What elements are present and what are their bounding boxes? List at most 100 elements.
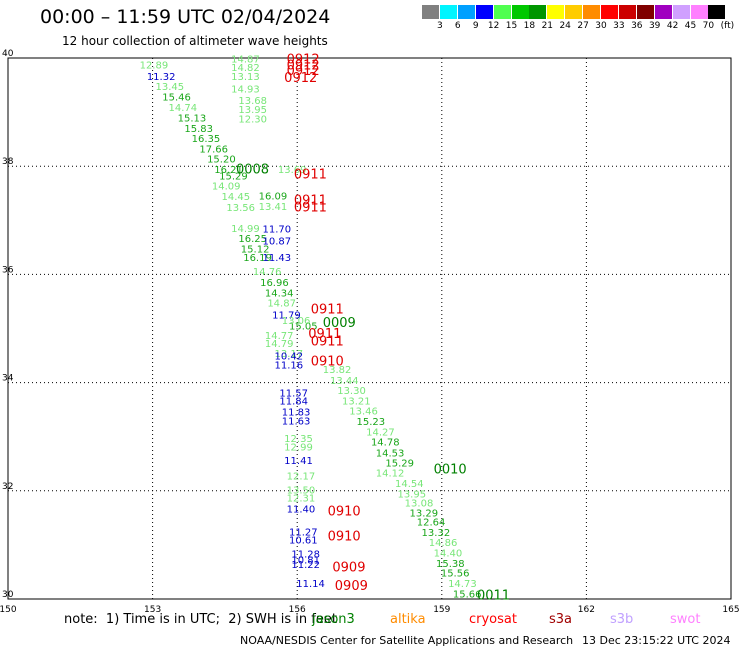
wave-height-reading: 12.64 bbox=[417, 518, 446, 529]
pass-time-label: 0911 bbox=[294, 200, 327, 215]
wave-height-reading: 13.17 bbox=[275, 349, 304, 360]
wave-height-reading: 12.35 bbox=[284, 434, 313, 445]
mission-label-s3b: s3b bbox=[610, 612, 634, 627]
pass-time-label: 0911 bbox=[308, 327, 341, 342]
legend-swatch bbox=[618, 5, 636, 19]
legend-swatch bbox=[708, 5, 726, 19]
legend-label: 9 bbox=[472, 21, 479, 31]
wave-height-reading: 14.73 bbox=[448, 579, 477, 590]
wave-height-reading: 14.40 bbox=[434, 548, 463, 559]
wave-height-reading: 16.21 bbox=[214, 165, 243, 176]
wave-height-reading: 13.21 bbox=[342, 396, 371, 407]
legend-label: 45 bbox=[684, 21, 697, 31]
legend-swatch bbox=[601, 5, 618, 19]
mission-label-altika: altika bbox=[390, 612, 426, 627]
wave-height-reading: 13.44 bbox=[330, 376, 359, 387]
wave-height-reading: 13.95 bbox=[238, 105, 267, 116]
wave-height-reading: 11.83 bbox=[282, 407, 311, 418]
wave-height-reading: 11.43 bbox=[262, 253, 291, 264]
wave-height-reading: 14.12 bbox=[376, 468, 405, 479]
legend-swatch bbox=[583, 5, 601, 19]
pass-time-label: 0911 bbox=[294, 193, 327, 208]
wave-height-reading: 13.32 bbox=[422, 528, 451, 539]
wave-height-reading: 15.05 bbox=[289, 321, 318, 332]
wave-height-reading: 14.76 bbox=[253, 267, 282, 278]
pass-time-label: 0010 bbox=[434, 462, 467, 477]
mission-label-jason3: jason3 bbox=[312, 612, 355, 627]
wave-height-reading: 10.81 bbox=[291, 556, 320, 567]
lon-tick-label: 156 bbox=[289, 605, 306, 615]
wave-height-reading: 14.54 bbox=[395, 479, 424, 490]
wave-height-reading: 10.61 bbox=[289, 535, 318, 546]
wave-height-reading: 12.89 bbox=[140, 60, 169, 71]
wave-height-readings: 12.8911.3213.4515.4614.7415.1315.8316.35… bbox=[140, 55, 482, 601]
wave-height-reading: 12.99 bbox=[284, 442, 313, 453]
legend-swatch bbox=[422, 5, 439, 19]
pass-time-label: 0011 bbox=[477, 588, 510, 603]
pass-time-label: 0912 bbox=[287, 53, 320, 68]
wave-height-reading: 12.30 bbox=[238, 115, 267, 126]
lat-tick-label: 34 bbox=[2, 374, 14, 384]
legend-label: 21 bbox=[541, 21, 554, 31]
wave-height-reading: 14.99 bbox=[231, 224, 260, 235]
wave-height-reading: 15.38 bbox=[436, 559, 465, 570]
wave-height-reading: 13.08 bbox=[405, 499, 434, 510]
pass-time-label: 0912 bbox=[284, 71, 317, 86]
footer-note: note: 1) Time is in UTC; 2) SWH is in fe… bbox=[64, 612, 337, 627]
wave-height-reading: 13.45 bbox=[155, 82, 184, 93]
wave-height-reading: 13.06 bbox=[282, 316, 311, 327]
map-axis-labels: 150 153 156 159 162 165 40 38 36 34 32 30 bbox=[0, 49, 740, 615]
wave-height-reading: 13.29 bbox=[410, 508, 439, 519]
lon-tick-label: 153 bbox=[144, 605, 161, 615]
legend-swatch bbox=[439, 5, 457, 19]
wave-height-reading: 13.13 bbox=[231, 72, 260, 83]
wave-height-reading: 14.45 bbox=[222, 192, 251, 203]
wave-height-reading: 14.78 bbox=[371, 438, 400, 449]
lat-tick-label: 32 bbox=[2, 482, 13, 492]
legend-swatch bbox=[457, 5, 475, 19]
wave-height-reading: 13.82 bbox=[323, 365, 352, 376]
legend-label: 12 bbox=[487, 21, 500, 31]
wave-height-reading: 13.68 bbox=[238, 96, 267, 107]
pass-time-label: 0911 bbox=[294, 167, 327, 182]
legend-swatch bbox=[511, 5, 529, 19]
chart-title: 00:00 – 11:59 UTC 02/04/2024 bbox=[40, 6, 331, 28]
wave-height-reading: 13.41 bbox=[259, 202, 288, 213]
wave-height-reading: 11.27 bbox=[289, 527, 318, 538]
wave-height-reading: 13.69 bbox=[278, 165, 307, 176]
wave-height-reading: 15.13 bbox=[178, 114, 207, 125]
wave-height-reading: 14.34 bbox=[265, 288, 294, 299]
wave-height-reading: 11.28 bbox=[291, 550, 320, 561]
legend-label: 15 bbox=[505, 21, 518, 31]
wave-height-reading: 11.14 bbox=[296, 579, 325, 590]
lat-tick-label: 40 bbox=[2, 49, 14, 59]
pass-time-label: 0912 bbox=[287, 64, 320, 79]
wave-height-reading: 14.93 bbox=[231, 84, 260, 95]
wave-height-reading: 11.84 bbox=[279, 396, 308, 407]
wave-height-reading: 11.22 bbox=[291, 560, 320, 571]
wave-height-reading: 13.50 bbox=[287, 486, 316, 497]
legend-swatch bbox=[672, 5, 690, 19]
wave-height-reading: 14.86 bbox=[429, 538, 458, 549]
wave-height-reading: 14.87 bbox=[267, 299, 296, 310]
pass-time-label: 0909 bbox=[335, 579, 368, 594]
wave-height-reading: 16.25 bbox=[238, 234, 267, 245]
legend-label: 24 bbox=[559, 21, 571, 31]
chart-subtitle: 12 hour collection of altimeter wave hei… bbox=[62, 34, 328, 48]
wave-height-reading: 11.32 bbox=[147, 72, 176, 83]
wave-height-reading: 11.63 bbox=[282, 416, 311, 427]
wave-height-reading: 10.87 bbox=[262, 236, 291, 247]
pass-time-label: 0911 bbox=[311, 335, 344, 350]
map-gridlines bbox=[7, 57, 732, 600]
legend-swatch bbox=[654, 5, 672, 19]
wave-height-reading: 14.87 bbox=[231, 55, 260, 66]
pass-time-label: 0909 bbox=[332, 561, 365, 576]
wave-height-reading: 16.09 bbox=[259, 191, 288, 202]
pass-time-label: 0910 bbox=[328, 504, 361, 519]
legend-swatch bbox=[547, 5, 565, 19]
pass-time-label: 0912 bbox=[287, 59, 320, 74]
wave-height-reading: 14.77 bbox=[265, 331, 294, 342]
wave-height-reading: 16.19 bbox=[243, 253, 272, 264]
pass-time-label: 0008 bbox=[236, 163, 269, 178]
